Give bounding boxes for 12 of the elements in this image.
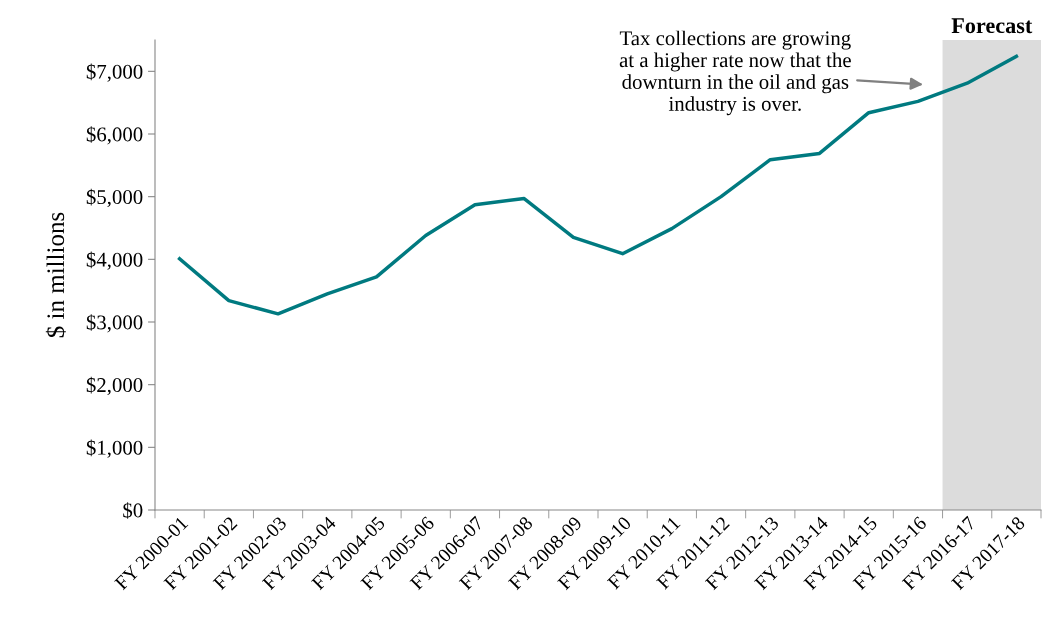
y-tick-label: $7,000: [86, 63, 143, 82]
y-tick-label: $6,000: [86, 126, 143, 145]
y-tick-label: $2,000: [86, 376, 143, 396]
line-series: [177, 54, 1019, 316]
y-tick-label: $1,000: [86, 439, 143, 458]
y-tick-label: $3,000: [86, 314, 143, 333]
y-axis-title: $ in millions: [45, 212, 66, 338]
y-tick-label: $4,000: [86, 251, 143, 270]
y-tick-label: $0: [123, 502, 143, 519]
annotation: Tax collections are growing at a higher rate now that the downturn in the oil and gas industry is over.: [619, 30, 851, 116]
y-tick-label: $5,000: [86, 188, 143, 208]
band-label: Forecast: [951, 18, 1033, 34]
